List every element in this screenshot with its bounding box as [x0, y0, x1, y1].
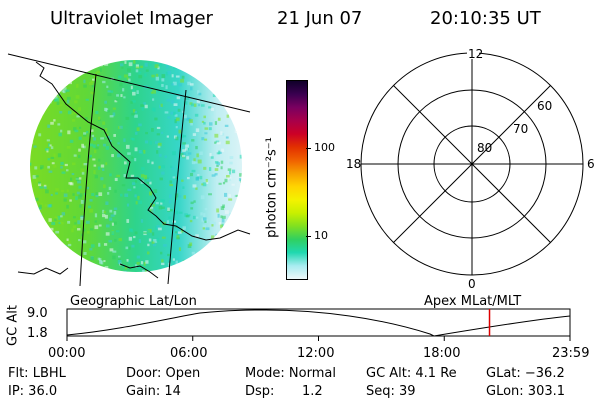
colorbar-tick-mark — [306, 148, 311, 149]
lat-label-80: 80 — [477, 141, 492, 155]
door-readout: Door: Open — [126, 366, 201, 381]
geographic-overlay — [7, 53, 251, 287]
geographic-label: Geographic Lat/Lon — [70, 294, 197, 309]
x-tick-1200: 12:00 — [297, 346, 335, 361]
y-tick-1.8: 1.8 — [27, 326, 48, 341]
longitude-line — [79, 73, 97, 287]
latitude-line — [7, 53, 251, 113]
lat-label-70: 70 — [513, 122, 528, 136]
colorbar — [286, 80, 308, 280]
glat-readout: GLat: −36.2 — [486, 366, 565, 381]
colorbar-gradient — [287, 81, 307, 279]
gain-readout: Gain: 14 — [126, 384, 181, 399]
x-tick-2359: 23:59 — [552, 346, 590, 361]
colorbar-unit-label: photon cm⁻²s⁻¹ — [264, 137, 280, 238]
mlt-label-6: 6 — [587, 157, 595, 171]
longitude-line — [167, 89, 187, 285]
seq-readout: Seq: 39 — [366, 384, 416, 399]
timeline-frame — [66, 308, 571, 337]
apex-label: Apex MLat/MLT — [424, 294, 522, 309]
gc-alt-axis-title: GC Alt — [5, 305, 21, 346]
glon-readout: GLon: 303.1 — [486, 384, 566, 399]
ip-readout: IP: 36.0 — [8, 384, 58, 399]
colorbar-tick-10: 10 — [314, 229, 328, 242]
coastline — [35, 61, 251, 241]
x-tick-marks — [66, 336, 571, 341]
mlt-label-18: 18 — [346, 157, 361, 171]
dsp-readout: Dsp: — [245, 384, 275, 399]
polar-grid: 12 18 6 0 80 70 60 — [346, 47, 595, 291]
app-title: Ultraviolet Imager — [50, 8, 213, 29]
gc-alt-readout: GC Alt: 4.1 Re — [366, 366, 457, 381]
lat-label-60: 60 — [537, 99, 552, 113]
gc-alt-curve — [66, 309, 571, 337]
coastline — [119, 263, 159, 279]
mlt-label-12: 12 — [468, 47, 483, 61]
y-tick-9: 9.0 — [27, 306, 48, 321]
mlt-line-diag — [393, 85, 551, 243]
x-tick-1800: 18:00 — [423, 346, 461, 361]
colorbar-tick-mark — [306, 236, 311, 237]
colorbar-tick-100: 100 — [314, 141, 335, 154]
time-label: 20:10:35 UT — [430, 8, 541, 29]
mode-readout: Mode: Normal — [245, 366, 336, 381]
date-label: 21 Jun 07 — [277, 8, 363, 29]
uv-image-disk — [7, 53, 251, 287]
mlt-label-0: 0 — [468, 277, 476, 291]
x-tick-0000: 00:00 — [48, 346, 86, 361]
x-tick-0600: 06:00 — [170, 346, 208, 361]
gc-alt-timeline — [66, 308, 571, 341]
dsp-value: 1.2 — [302, 384, 323, 399]
coastline — [17, 267, 69, 275]
filter-readout: Flt: LBHL — [8, 366, 66, 381]
